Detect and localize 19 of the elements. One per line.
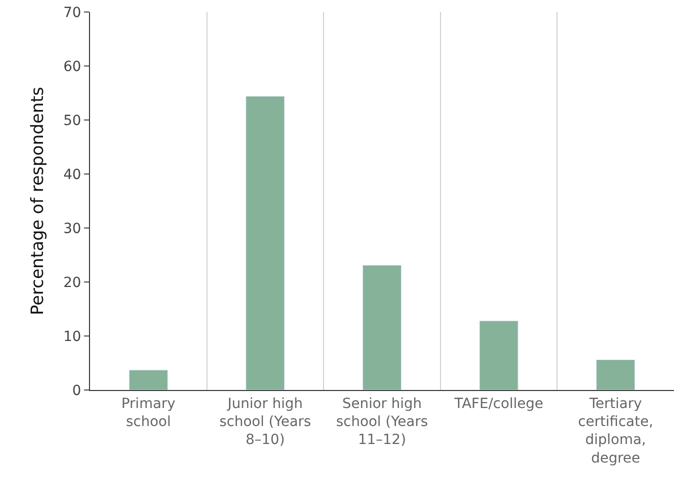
x-tick-label: Junior high school (Years 8–10) [219, 396, 312, 448]
bar [362, 265, 402, 390]
y-tick-label: 50 [63, 112, 82, 129]
x-tick-label: TAFE/college [453, 396, 544, 412]
y-tick-label: 30 [63, 220, 82, 237]
y-tick-label: 60 [63, 58, 82, 75]
y-tick-label: 70 [63, 4, 82, 21]
y-tick-label: 20 [63, 274, 82, 291]
bar [479, 320, 518, 390]
y-tick-label: 0 [72, 382, 82, 399]
x-tick-label: Senior high school (Years 11–12) [336, 396, 428, 448]
bar [596, 360, 636, 390]
y-axis-title: Percentage of respondents [28, 86, 48, 316]
x-tick-label: Primary school [121, 396, 176, 430]
bar [246, 96, 285, 390]
y-tick-label: 40 [63, 166, 82, 183]
y-tick-label: 10 [63, 328, 82, 345]
x-tick-label: Tertiary certificate, diploma, degree [578, 396, 654, 466]
bar [128, 370, 168, 390]
